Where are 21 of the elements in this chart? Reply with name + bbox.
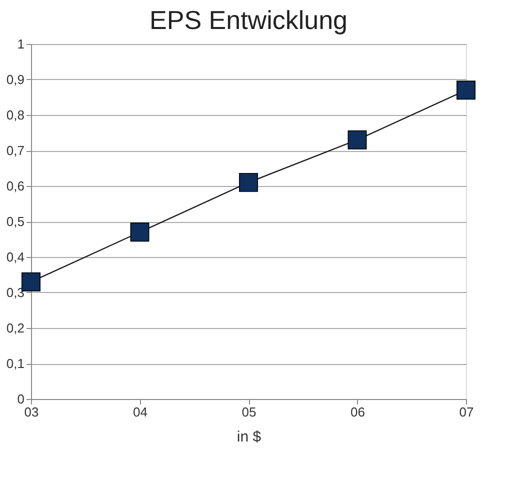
y-tick-label: 0,2	[6, 320, 24, 336]
y-tick-label: 0,8	[6, 108, 24, 122]
x-tick-label: 05	[242, 404, 256, 420]
point	[456, 80, 476, 100]
x-tick-label: 07	[459, 404, 474, 420]
y-tick-label: 0,1	[6, 356, 24, 371]
point	[130, 222, 150, 242]
y-tick-label: 0	[17, 392, 24, 406]
y-tick-label: 0,9	[6, 72, 24, 87]
x-axis-title: in $	[236, 428, 262, 446]
y-tick-label: 0,7	[6, 143, 24, 158]
y-tick-label: 0,6	[6, 178, 24, 194]
y-tick-label: 0,4	[6, 250, 24, 264]
chart-title: EPS Entwicklung	[150, 5, 348, 35]
y-tick-label: 1	[17, 36, 24, 52]
point	[348, 130, 367, 150]
y-tick-label: 0,5	[6, 214, 24, 229]
x-tick-label: 03	[24, 404, 39, 420]
x-tick-label: 06	[350, 404, 365, 420]
point	[239, 172, 258, 192]
x-tick-label: 04	[133, 404, 148, 420]
